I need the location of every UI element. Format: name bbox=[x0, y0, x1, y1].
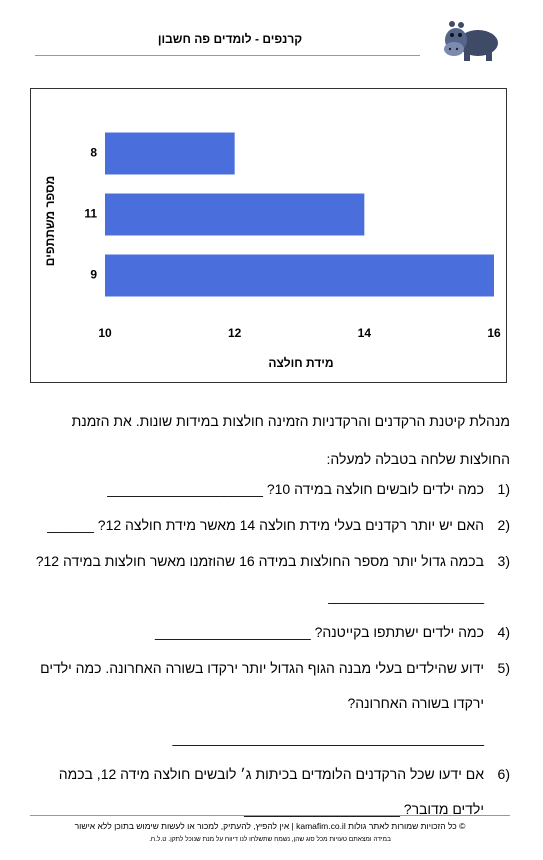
question-number: 2) bbox=[497, 517, 510, 533]
bar bbox=[105, 132, 235, 175]
question-text: כמה ילדים ישתתפו בקייטנה? ______________… bbox=[154, 624, 484, 640]
question-number: 4) bbox=[497, 624, 510, 640]
question: 5) ידוע שהילדים בעלי מבנה הגוף הגדול יותר… bbox=[35, 651, 510, 756]
footer-text: © כל הזכויות שמורות לאתר גולות kamafim.c… bbox=[74, 821, 466, 831]
question-text: כמה ילדים לובשים חולצה במידה 10? _______… bbox=[107, 481, 484, 497]
question-text: ידוע שהילדים בעלי מבנה הגוף הגדול יותר י… bbox=[40, 660, 484, 746]
footer-note: במידה ומצאתם טעויות מכל סוג שהן, נשמח שת… bbox=[149, 836, 391, 843]
question: 3) בכמה גדול יותר מספר החולצות במידה 16 ש… bbox=[35, 544, 510, 614]
chart-frame: מידת חולצה מספר משתתפים 10 12 14 16 8 11 9 bbox=[30, 88, 507, 383]
y-axis-label: מספר משתתפים bbox=[43, 176, 57, 266]
question: 2) האם יש יותר רקדנים בעלי מידת חולצה 14 … bbox=[35, 508, 510, 543]
question-text: אם ידעו שכל הרקדנים הלומדים בכיתות ג׳ לו… bbox=[58, 766, 484, 817]
question-text: האם יש יותר רקדנים בעלי מידת חולצה 14 מא… bbox=[47, 517, 484, 533]
bar bbox=[105, 193, 365, 236]
y-tick-label: 9 bbox=[90, 268, 97, 282]
question-text: בכמה גדול יותר מספר החולצות במידה 16 שהו… bbox=[35, 553, 484, 604]
question-number: 3) bbox=[497, 553, 510, 569]
hippo-icon bbox=[444, 21, 498, 61]
x-tick-label: 16 bbox=[487, 326, 501, 340]
question-number: 6) bbox=[497, 766, 510, 782]
x-tick-label: 14 bbox=[358, 326, 372, 340]
header-rule bbox=[35, 55, 420, 56]
x-tick-label: 10 bbox=[98, 326, 112, 340]
x-axis-label: מידת חולצה bbox=[268, 356, 333, 370]
footer-rule bbox=[30, 815, 510, 816]
header-title: קרנפים - לומדים פה חשבון bbox=[157, 32, 303, 46]
y-tick-label: 8 bbox=[90, 146, 97, 160]
y-tick-label: 11 bbox=[84, 207, 97, 221]
question-number: 1) bbox=[497, 481, 510, 497]
chart: מידת חולצה מספר משתתפים 10 12 14 16 8 11 9 bbox=[43, 132, 501, 370]
x-tick-label: 12 bbox=[228, 326, 242, 340]
question-number: 5) bbox=[497, 660, 510, 676]
question: 6) אם ידעו שכל הרקדנים הלומדים בכיתות ג׳ … bbox=[35, 757, 510, 827]
intro-text: מנהלת קיטנת הרקדנים והרקדניות הזמינה חול… bbox=[71, 413, 510, 467]
bar bbox=[105, 254, 494, 297]
questions: 1) כמה ילדים לובשים חולצה במידה 10? _____… bbox=[35, 472, 510, 828]
question: 1) כמה ילדים לובשים חולצה במידה 10? _____… bbox=[35, 472, 510, 507]
question: 4) כמה ילדים ישתתפו בקייטנה? ____________… bbox=[35, 615, 510, 650]
